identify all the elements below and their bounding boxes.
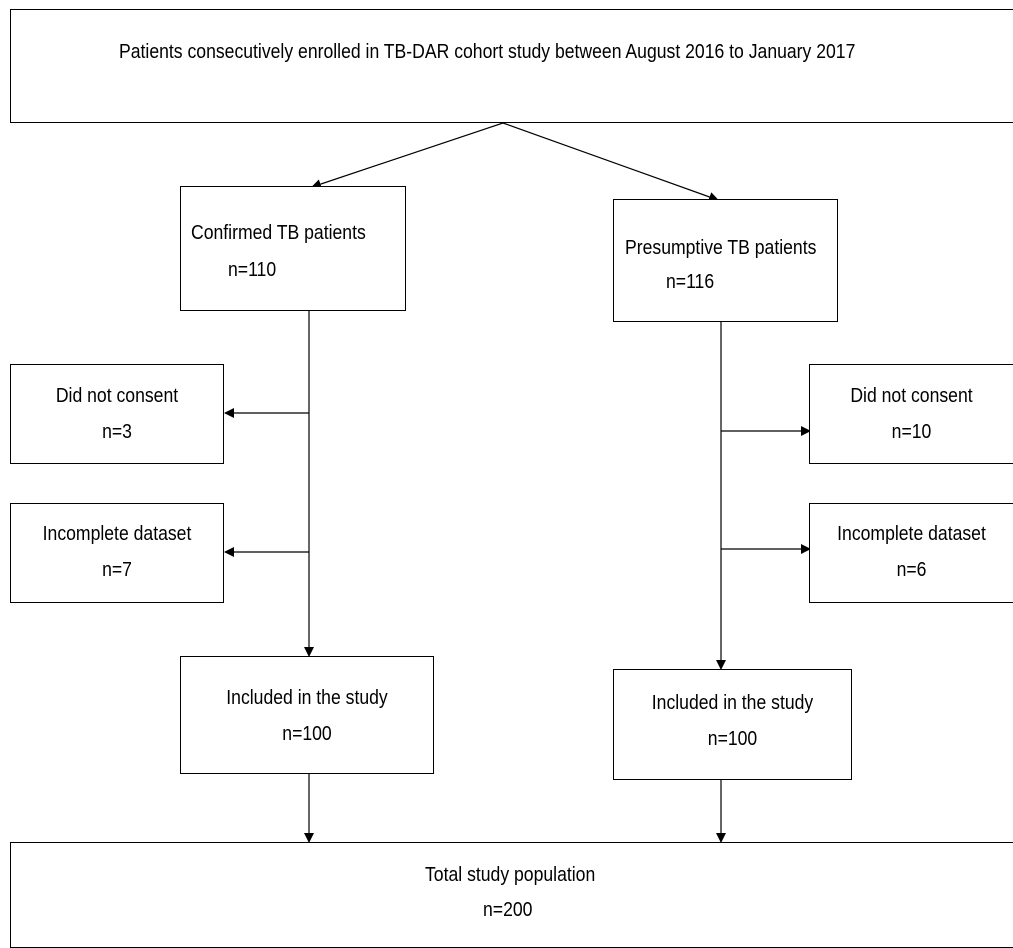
arrow-top-to-presumptive — [502, 122, 719, 202]
presumptive-not-consent-count: n=10 — [891, 421, 932, 443]
confirmed-tb-box: Confirmed TB patients n=110 — [180, 186, 406, 311]
presumptive-included-box: Included in the study n=100 — [613, 669, 852, 780]
confirmed-included-box: Included in the study n=100 — [180, 656, 434, 774]
confirmed-incomplete-label: Incomplete dataset — [42, 523, 192, 545]
total-population-count: n=200 — [483, 899, 533, 921]
confirmed-not-consent-label: Did not consent — [55, 385, 179, 407]
arrow-top-to-confirmed — [311, 122, 504, 189]
presumptive-incomplete-count: n=6 — [896, 559, 927, 581]
enrollment-label: Patients consecutively enrolled in TB-DA… — [119, 41, 856, 63]
presumptive-not-consent-label: Did not consent — [850, 385, 973, 407]
confirmed-included-count: n=100 — [282, 723, 332, 745]
confirmed-not-consent-box: Did not consent n=3 — [10, 364, 224, 464]
presumptive-not-consent-box: Did not consent n=10 — [809, 364, 1013, 464]
presumptive-tb-label: Presumptive TB patients — [625, 237, 817, 259]
confirmed-included-label: Included in the study — [226, 687, 388, 709]
confirmed-incomplete-box: Incomplete dataset n=7 — [10, 503, 224, 603]
presumptive-incomplete-label: Incomplete dataset — [837, 523, 986, 545]
confirmed-tb-label: Confirmed TB patients — [191, 222, 366, 244]
confirmed-not-consent-count: n=3 — [102, 421, 132, 443]
presumptive-tb-count: n=116 — [666, 271, 715, 293]
enrollment-box: Patients consecutively enrolled in TB-DA… — [10, 9, 1013, 123]
total-population-box: Total study population n=200 — [10, 842, 1013, 948]
presumptive-incomplete-box: Incomplete dataset n=6 — [809, 503, 1013, 603]
total-population-label: Total study population — [425, 864, 596, 886]
confirmed-tb-count: n=110 — [228, 259, 277, 281]
presumptive-tb-box: Presumptive TB patients n=116 — [613, 199, 838, 322]
presumptive-included-count: n=100 — [707, 728, 758, 750]
presumptive-included-label: Included in the study — [651, 692, 814, 714]
confirmed-incomplete-count: n=7 — [102, 559, 132, 581]
